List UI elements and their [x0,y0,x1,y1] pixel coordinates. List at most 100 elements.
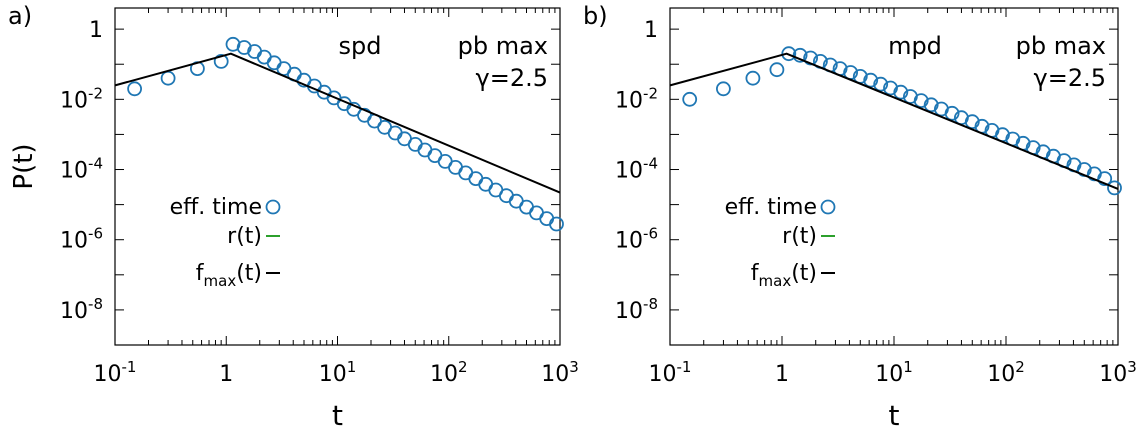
y-tick-exponent: -4 [88,155,103,173]
legend-label-rest: (t) [791,261,817,286]
data-point [519,199,534,215]
data-point [266,55,282,71]
y-tick-label: 10-4 [615,155,658,184]
data-point [127,81,143,97]
x-tick-exponent: -1 [677,358,692,376]
y-tick-base: 10 [60,88,88,113]
data-point [1097,171,1113,187]
legend-label: r(t) [227,224,262,249]
data-point [498,188,514,204]
x-tick-label: 1 [219,362,233,387]
legend-label-rest: (t) [236,261,262,286]
panel-label: a) [8,2,32,30]
data-point [913,93,929,108]
legend-symbol [265,199,281,215]
x-axis-label: t [889,399,900,430]
data-point [873,76,889,92]
x-tick-label: 101 [875,358,913,387]
fmax-line [114,52,561,194]
panel-label: b) [583,2,608,30]
y-tick-label: 10-2 [60,84,103,113]
data-point [539,211,555,227]
y-tick-base: 10 [615,229,643,254]
x-tick-label: 10-1 [649,358,692,387]
gamma-label: γ=2.5 [476,64,548,92]
data-point [893,84,909,100]
gamma-label: γ=2.5 [1034,64,1106,92]
y-tick-label: 10-8 [60,295,103,324]
y-tick-exponent: -8 [88,295,103,313]
x-tick-exponent: 1 [903,358,913,376]
y-tick-exponent: -2 [88,84,103,102]
data-point [236,40,252,55]
x-tick-label: 10-1 [94,358,137,387]
y-tick-label: 10-6 [60,225,103,254]
legend-label-main: r(t) [227,224,262,249]
legend-symbol [820,199,836,215]
x-tick-base: 10 [875,362,903,387]
x-tick-base: 10 [1099,362,1127,387]
data-point [682,91,698,107]
legend-label-subscript: max [759,272,792,290]
y-tick-label: 1 [89,18,103,43]
legend-label-main: f [196,261,205,286]
y-tick-label: 1 [644,18,658,43]
x-tick-base: 10 [987,362,1015,387]
x-tick-base: 10 [94,362,122,387]
legend-label: r(t) [782,224,817,249]
x-tick-exponent: 2 [458,358,468,376]
x-tick-label: 103 [1099,358,1137,387]
model-label: pb max [458,32,548,60]
y-tick-exponent: -6 [643,225,658,243]
x-tick-label: 101 [319,358,357,387]
data-point [716,81,731,97]
y-tick-exponent: -6 [88,225,103,243]
data-point [1107,180,1122,196]
y-tick-base: 10 [615,159,643,184]
data-point [213,54,229,69]
x-tick-label: 1 [775,362,789,387]
legend-label: eff. time [725,195,817,220]
y-tick-base: 10 [615,88,643,113]
x-tick-exponent: 1 [347,358,357,376]
chart-panel-a: 10-1 1 101 102 103110-210-410-610-8tP(t)a)sp… [8,2,579,430]
y-tick-base: 1 [89,18,103,43]
data-point [769,62,785,78]
y-tick-base: 10 [60,299,88,324]
data-point [468,171,484,187]
x-tick-exponent: -1 [122,358,137,376]
model-label: pb max [1016,32,1106,60]
y-axis-label: P(t) [9,143,39,189]
x-tick-exponent: 3 [569,358,579,376]
legend-label-main: eff. time [170,195,262,220]
data-point [863,72,879,88]
x-tick-exponent: 3 [1127,358,1137,376]
x-tick-base: 10 [319,362,347,387]
x-axis-label: t [332,399,343,430]
data-point [964,114,980,130]
y-tick-exponent: -2 [643,84,658,102]
x-tick-label: 103 [541,358,579,387]
fmax-line [669,52,1119,190]
y-tick-base: 10 [60,159,88,184]
data-point [387,125,403,141]
x-tick-base: 10 [541,362,569,387]
y-tick-base: 1 [644,18,658,43]
x-tick-label: 102 [987,358,1025,387]
y-tick-base: 10 [615,299,643,324]
legend-label-subscript: max [204,272,237,290]
y-tick-label: 10-6 [615,225,658,254]
data-point [781,46,797,62]
legend-label: fmax(t) [196,261,262,290]
data-point [417,142,433,158]
y-tick-exponent: -4 [643,155,658,173]
x-tick-base: 1 [775,362,789,387]
x-tick-base: 10 [649,362,677,387]
legend-label-main: eff. time [725,195,817,220]
inset-label: spd [339,32,382,60]
data-point [944,105,960,121]
legend-label: fmax(t) [751,261,817,290]
data-point [923,97,939,113]
legend-label: eff. time [170,195,262,220]
